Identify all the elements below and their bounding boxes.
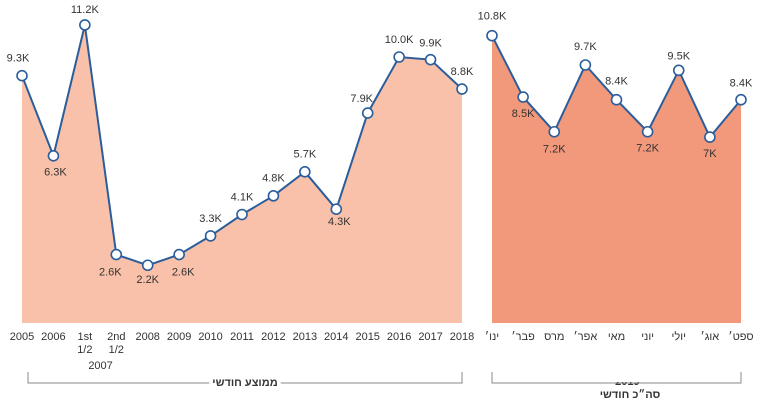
value-label: 9.5K [667,50,690,62]
x-tick-label: 2014 [324,331,349,343]
value-label: 10.8K [478,11,507,23]
point [16,69,28,82]
point [47,149,60,162]
value-label: 9.3K [7,53,30,65]
value-label: 4.8K [262,173,285,185]
x-tick-label: יולי [671,331,686,343]
value-label: 7.2K [543,144,566,156]
point [548,125,561,138]
x-tick-label: פבר׳ [511,331,535,343]
value-label: 8.8K [451,66,474,78]
x-tick-label: 2012 [261,331,286,343]
caption: ממוצע חודשי [212,377,277,389]
point [361,107,374,119]
x-tick-label: ספט׳ [728,331,754,343]
value-label: 8.4K [730,78,753,90]
point [456,83,468,95]
point [204,230,217,242]
x-tick-label: אפר׳ [573,331,598,343]
bracket [491,372,742,384]
group-label: 2007 [88,360,113,372]
value-label: 9.7K [574,41,597,53]
value-label: 5.7K [294,149,317,161]
value-label: 8.4K [605,76,628,88]
value-label: 2.2K [136,274,159,286]
x-tick-label: 2016 [386,331,412,343]
point [486,29,498,42]
value-label: 3.3K [199,213,222,225]
point [610,93,623,106]
point [141,259,154,272]
value-label: 11.2K [71,4,100,16]
point [110,248,123,261]
x-tick-label: 2005 [9,331,35,343]
caption-bg [209,377,281,389]
x-tick-label: 2006 [41,331,66,343]
point [641,125,654,138]
x-tick-label: 2017 [418,331,443,343]
value-label: 2.6K [99,266,122,278]
value-label: 7.2K [636,143,659,155]
point [517,91,529,103]
x-tick-label: 2008 [135,331,160,343]
area-fill [492,35,741,323]
area-fill [22,24,462,324]
x-tick-label: 2013 [292,331,318,343]
x-tick-label: 2nd 1/2 [107,331,126,356]
point [267,190,280,202]
point [330,203,343,215]
x-tick-label: 1st 1/2 [77,331,93,356]
value-label: 4.1K [231,191,254,203]
x-tick-label: יוני [641,331,655,343]
point [735,93,747,106]
value-label: 7K [703,148,717,160]
value-label: 8.5K [512,108,535,120]
value-label: 10.0K [385,34,414,46]
x-tick-label: ינו׳ [484,331,500,343]
x-tick-label: 2015 [355,331,380,343]
point [299,166,311,178]
point [236,208,248,221]
x-tick-label: מרס [544,331,565,343]
point [173,248,185,261]
value-label: 6.3K [44,167,67,179]
value-label: 7.9K [350,93,373,105]
value-label: 2.6K [172,266,195,278]
x-tick-label: מאי [607,331,626,343]
value-label: 9.9K [419,38,442,50]
caption: סה״כ חודשי [600,388,661,401]
x-tick-label: 2010 [198,331,223,343]
value-label: 4.3K [328,216,351,228]
x-tick-label: אוג׳ [700,331,720,343]
x-tick-label: 2009 [166,331,192,343]
point [424,53,437,66]
x-tick-label: 2018 [449,331,475,343]
point [79,19,91,31]
point [579,59,592,71]
point [672,64,685,77]
point [393,51,405,63]
x-tick-label: 2011 [230,331,254,343]
point [704,131,716,143]
caption-bg [614,377,646,382]
